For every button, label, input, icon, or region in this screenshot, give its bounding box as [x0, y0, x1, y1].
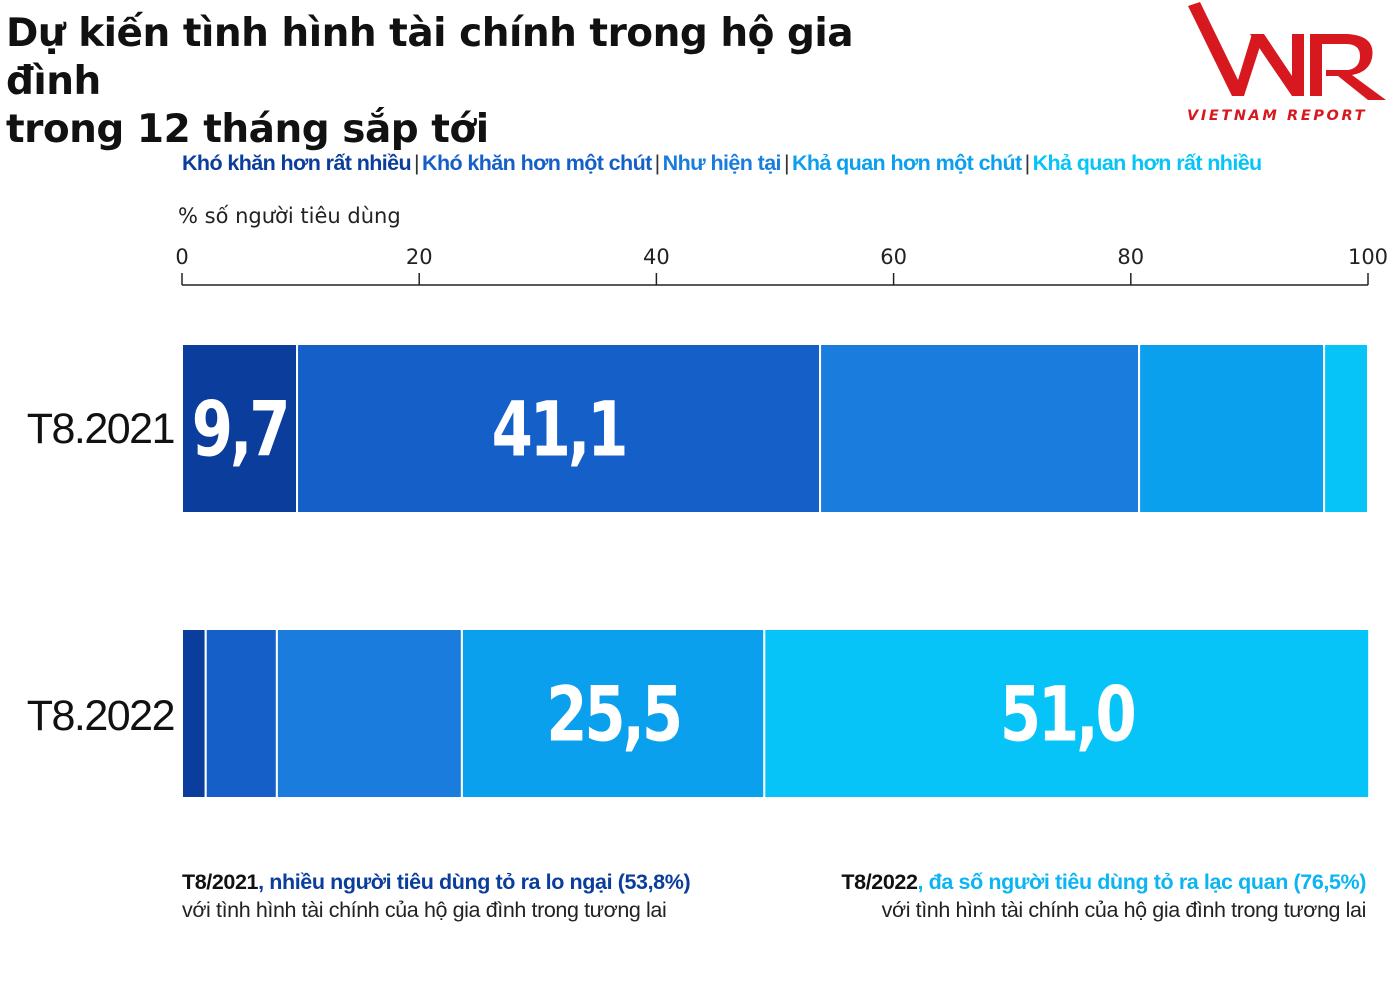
- x-tick-label: 60: [880, 245, 907, 269]
- note-2021: T8/2021, nhiều người tiêu dùng tỏ ra lo …: [182, 868, 782, 924]
- legend: Khó khăn hơn rất nhiều | Khó khăn hơn một …: [182, 151, 1382, 176]
- category-label: T8.2022: [27, 692, 174, 740]
- note-2021-rest: với tình hình tài chính của hộ gia đình …: [182, 898, 667, 922]
- bar-segment: [1323, 343, 1370, 514]
- vnr-logo: VIETNAM REPORT: [1180, 0, 1390, 128]
- axis-unit-label: % số người tiêu dùng: [178, 204, 401, 228]
- note-2022-rest: với tình hình tài chính của hộ gia đình …: [881, 898, 1367, 922]
- logo-subtitle: VIETNAM REPORT: [1187, 108, 1367, 124]
- chart-title: Dự kiến tình hình tài chính trong hộ gia…: [6, 10, 906, 154]
- legend-separator: |: [1024, 151, 1031, 175]
- note-2022: T8/2022, đa số người tiêu dùng tỏ ra lạc…: [760, 868, 1366, 924]
- legend-item-5: Khả quan hơn rất nhiều: [1032, 151, 1263, 175]
- x-tick-label: 100: [1348, 245, 1388, 269]
- bar-segment: [763, 628, 1371, 799]
- legend-separator: |: [414, 151, 420, 175]
- bar-value-label: 25,5: [546, 671, 680, 759]
- note-2022-bold: T8/2022: [841, 870, 918, 894]
- bar-value-label: 41,1: [492, 386, 626, 474]
- bar-value-label: 51,0: [1000, 671, 1135, 759]
- legend-separator: |: [654, 151, 661, 175]
- legend-item-1: Khó khăn hơn rất nhiều: [182, 151, 412, 175]
- bar-segment: [181, 343, 299, 514]
- bar-segment: [460, 628, 766, 799]
- note-2021-bold: T8/2021: [182, 870, 259, 894]
- note-2021-highlight: , nhiều người tiêu dùng tỏ ra lo ngại (5…: [258, 870, 691, 894]
- bar-segment: [181, 628, 207, 799]
- bar-segment: [1138, 343, 1326, 514]
- note-2022-highlight: , đa số người tiêu dùng tỏ ra lạc quan (…: [917, 870, 1367, 894]
- bar-segment: [819, 343, 1141, 514]
- x-tick-label: 20: [406, 245, 433, 269]
- x-tick-label: 0: [175, 245, 188, 269]
- x-tick-label: 80: [1117, 245, 1144, 269]
- x-tick-label: 40: [643, 245, 670, 269]
- bar-value-label: 9,7: [192, 386, 288, 474]
- bar-segment: [275, 628, 463, 799]
- category-label: T8.2021: [27, 405, 174, 453]
- legend-item-4: Khả quan hơn một chút: [791, 151, 1022, 175]
- title-line-2: trong 12 tháng sắp tới: [6, 107, 489, 152]
- legend-item-3: Như hiện tại: [662, 151, 782, 175]
- bar-segment: [204, 628, 278, 799]
- legend-separator: |: [783, 151, 790, 175]
- title-line-1: Dự kiến tình hình tài chính trong hộ gia…: [6, 11, 854, 104]
- vnr-logo-icon: VIETNAM REPORT: [1187, 2, 1386, 124]
- legend-item-2: Khó khăn hơn một chút: [422, 151, 652, 175]
